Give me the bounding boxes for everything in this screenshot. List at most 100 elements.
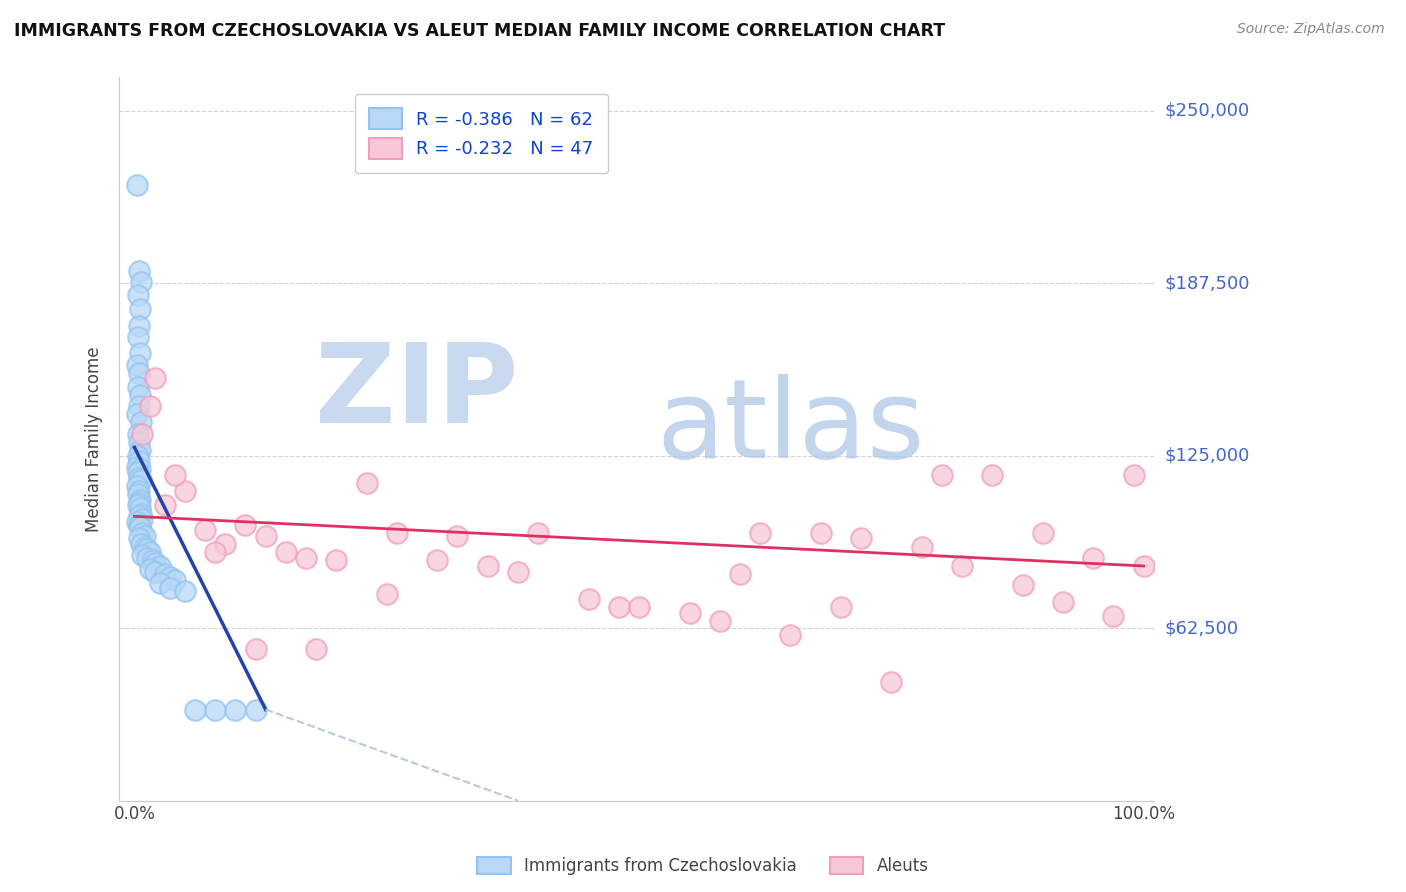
Point xyxy=(830,600,852,615)
Legend: Immigrants from Czechoslovakia, Aleuts: Immigrants from Czechoslovakia, Aleuts xyxy=(470,849,936,884)
Point xyxy=(194,523,217,537)
Point xyxy=(128,495,150,509)
Point xyxy=(128,517,150,532)
Point xyxy=(728,567,751,582)
Point xyxy=(129,520,152,534)
Point xyxy=(131,525,153,540)
Point xyxy=(295,550,318,565)
Point xyxy=(709,614,731,628)
Point xyxy=(184,702,207,716)
Point xyxy=(245,641,267,656)
Point xyxy=(127,358,149,372)
Point xyxy=(138,399,160,413)
Point xyxy=(127,459,149,474)
Point xyxy=(153,498,176,512)
Point xyxy=(127,465,149,479)
Point xyxy=(375,586,398,600)
Point xyxy=(129,302,152,317)
Point xyxy=(135,542,157,557)
Point xyxy=(931,467,953,482)
Point xyxy=(128,434,150,449)
Point xyxy=(128,509,150,524)
Point xyxy=(127,426,149,441)
Point xyxy=(779,628,801,642)
Point xyxy=(131,537,153,551)
Point xyxy=(134,528,156,542)
Point xyxy=(1132,559,1154,574)
Point xyxy=(578,592,600,607)
Point xyxy=(128,471,150,485)
Point xyxy=(426,553,449,567)
Point xyxy=(628,600,651,615)
Point xyxy=(204,545,226,559)
Point xyxy=(127,487,149,501)
Point xyxy=(129,492,152,507)
Point xyxy=(127,178,149,192)
Point xyxy=(214,537,236,551)
Point xyxy=(127,288,149,302)
Text: $187,500: $187,500 xyxy=(1166,274,1250,292)
Point xyxy=(149,559,172,574)
Point xyxy=(131,474,153,488)
Text: $250,000: $250,000 xyxy=(1166,102,1250,120)
Point xyxy=(128,366,150,380)
Point xyxy=(1102,608,1125,623)
Point xyxy=(129,501,152,516)
Point xyxy=(880,674,903,689)
Point xyxy=(159,570,181,584)
Point xyxy=(128,484,150,499)
Point xyxy=(127,379,149,393)
Point xyxy=(254,528,277,542)
Text: IMMIGRANTS FROM CZECHOSLOVAKIA VS ALEUT MEDIAN FAMILY INCOME CORRELATION CHART: IMMIGRANTS FROM CZECHOSLOVAKIA VS ALEUT … xyxy=(14,22,945,40)
Text: Source: ZipAtlas.com: Source: ZipAtlas.com xyxy=(1237,22,1385,37)
Point xyxy=(131,275,153,289)
Point xyxy=(134,540,156,554)
Point xyxy=(128,263,150,277)
Point xyxy=(356,476,378,491)
Point xyxy=(1083,550,1105,565)
Point xyxy=(607,600,630,615)
Point xyxy=(131,426,153,441)
Point xyxy=(127,515,149,529)
Point xyxy=(135,550,157,565)
Point xyxy=(1052,595,1074,609)
Point xyxy=(385,525,408,540)
Point xyxy=(274,545,297,559)
Point xyxy=(127,479,149,493)
Point xyxy=(1032,525,1054,540)
Point xyxy=(143,565,166,579)
Point xyxy=(235,517,257,532)
Point xyxy=(128,454,150,468)
Point xyxy=(138,562,160,576)
Point xyxy=(129,388,152,402)
Y-axis label: Median Family Income: Median Family Income xyxy=(86,346,103,532)
Point xyxy=(127,498,149,512)
Point xyxy=(127,449,149,463)
Point xyxy=(173,484,195,499)
Point xyxy=(149,575,172,590)
Point xyxy=(325,553,347,567)
Point xyxy=(127,330,149,344)
Point xyxy=(131,548,153,562)
Point xyxy=(810,525,832,540)
Point xyxy=(173,583,195,598)
Point xyxy=(129,443,152,458)
Point xyxy=(981,467,1004,482)
Text: atlas: atlas xyxy=(657,375,925,482)
Text: $125,000: $125,000 xyxy=(1166,447,1250,465)
Point xyxy=(163,467,186,482)
Point xyxy=(131,512,153,526)
Point xyxy=(446,528,468,542)
Point xyxy=(128,532,150,546)
Point xyxy=(131,507,153,521)
Point xyxy=(1122,467,1144,482)
Point xyxy=(849,532,872,546)
Point xyxy=(678,606,700,620)
Point xyxy=(245,702,267,716)
Point xyxy=(749,525,772,540)
Point xyxy=(131,416,153,430)
Point xyxy=(305,641,328,656)
Point xyxy=(506,565,529,579)
Point xyxy=(950,559,973,574)
Text: ZIP: ZIP xyxy=(315,339,517,446)
